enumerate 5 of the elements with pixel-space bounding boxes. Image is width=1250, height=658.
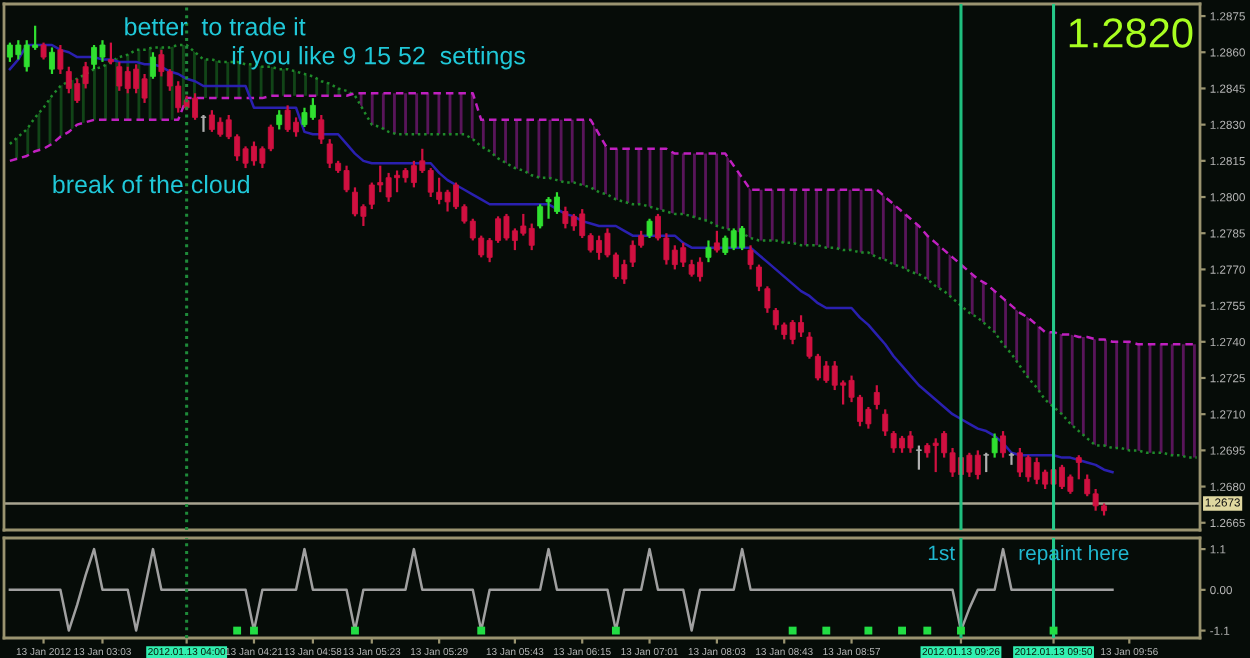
annotation: 1st [928, 545, 955, 561]
annotation: break of the cloud [53, 174, 249, 194]
annotation: better to trade it [125, 17, 306, 36]
annotation: if you like 9 15 52 settings [232, 46, 525, 70]
annotation: 1.2820 [1069, 18, 1193, 48]
